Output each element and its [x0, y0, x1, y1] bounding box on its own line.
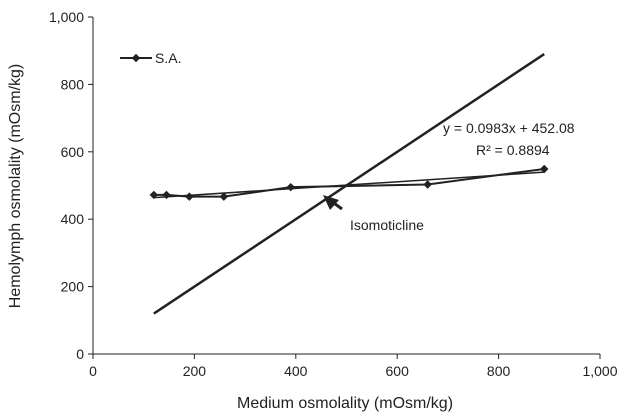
legend-marker-icon — [131, 53, 141, 63]
legend: S.A. — [120, 50, 181, 66]
isomoticline-label: Isomoticline — [350, 217, 424, 233]
y-tick-label: 1,000 — [49, 9, 84, 25]
ticks: 0 200 400 600 800 1,000 0 200 400 600 800 1,000 — [49, 9, 617, 379]
data-point — [185, 192, 194, 201]
x-tick-label: 200 — [183, 363, 207, 379]
data-point — [162, 190, 171, 200]
y-tick-label: 800 — [61, 76, 85, 92]
isomoticline — [153, 53, 545, 315]
data-point — [149, 190, 159, 200]
trendline — [153, 171, 545, 199]
trendline-equation: y = 0.0983x + 452.08 — [443, 120, 575, 136]
data-point — [423, 180, 432, 189]
y-tick-label: 400 — [61, 211, 85, 227]
data-point — [219, 192, 229, 201]
data-point — [286, 182, 295, 192]
x-axis-title: Medium osmolality (mOsm/kg) — [237, 395, 453, 412]
y-axis-title: Hemolymph osmolality (mOsm/kg) — [7, 64, 24, 308]
x-tick-label: 400 — [284, 363, 308, 379]
y-tick-label: 600 — [61, 144, 85, 160]
x-tick-label: 600 — [386, 363, 410, 379]
isomoticline-arrow — [323, 195, 343, 211]
x-tick-label: 800 — [487, 363, 511, 379]
trendline-r-squared: R² = 0.8894 — [476, 142, 550, 158]
legend-label: S.A. — [155, 50, 181, 66]
x-tick-label: 1,000 — [582, 363, 617, 379]
x-tick-label: 0 — [89, 363, 97, 379]
y-tick-label: 0 — [76, 346, 84, 362]
y-tick-label: 200 — [61, 279, 85, 295]
